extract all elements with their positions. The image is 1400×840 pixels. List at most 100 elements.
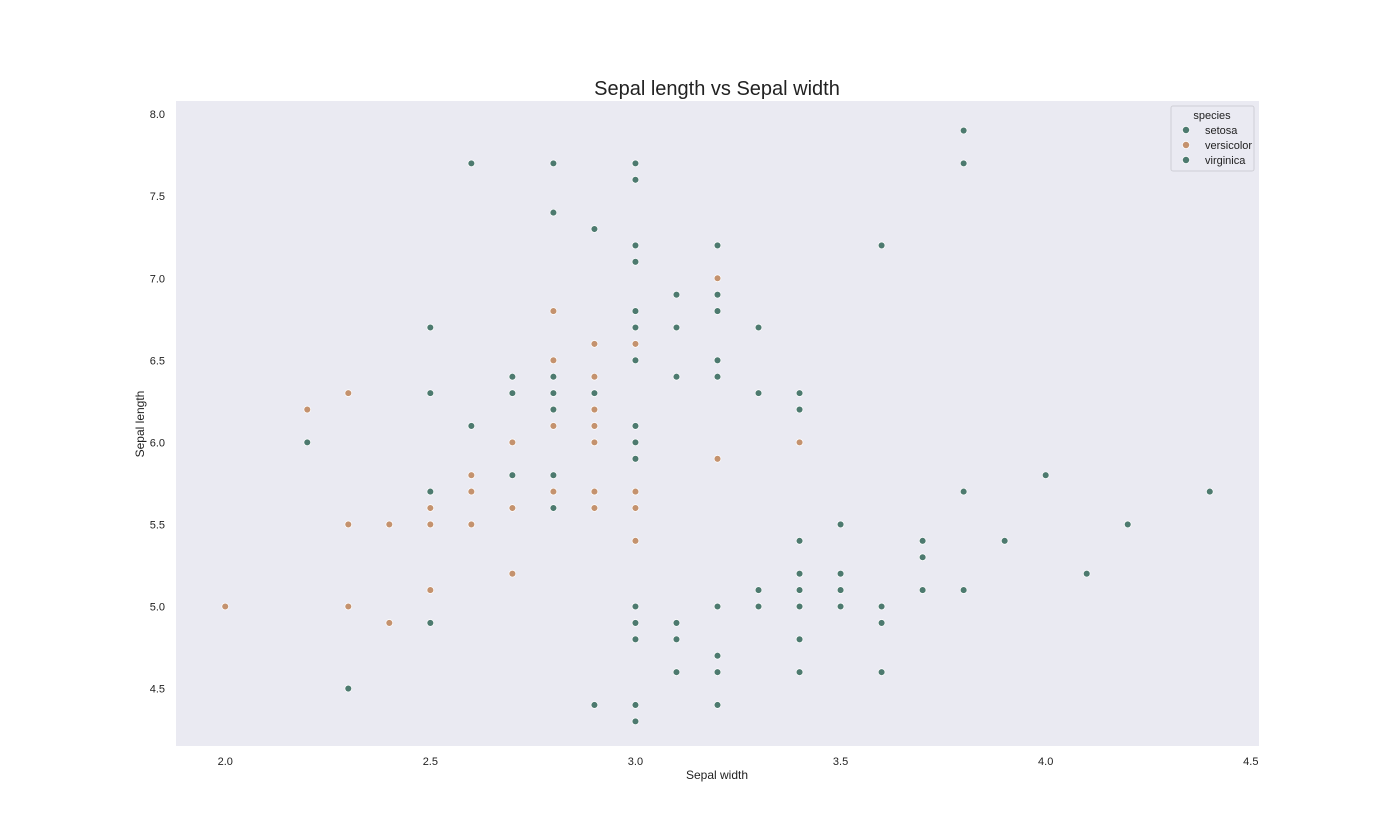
data-point-versicolor: [590, 438, 599, 447]
data-point-setosa: [1123, 520, 1132, 529]
legend-box: [1170, 105, 1255, 172]
data-point-versicolor: [631, 537, 640, 545]
data-point-setosa: [631, 619, 640, 627]
data-point-versicolor: [590, 422, 599, 430]
data-point-virginica: [672, 372, 681, 381]
y-tick-label: 5.0: [150, 601, 165, 613]
legend-marker-setosa: [1182, 126, 1190, 134]
data-point-virginica: [467, 159, 476, 168]
data-point-setosa: [1082, 569, 1091, 578]
data-point-setosa: [1041, 471, 1050, 479]
data-point-versicolor: [590, 340, 599, 348]
data-point-virginica: [713, 290, 722, 299]
data-point-versicolor: [590, 405, 599, 414]
data-point-virginica: [426, 619, 435, 627]
data-point-setosa: [590, 701, 599, 709]
data-point-virginica: [631, 323, 640, 332]
data-point-versicolor: [631, 487, 640, 496]
data-point-virginica: [549, 372, 558, 381]
data-point-virginica: [549, 159, 558, 168]
data-point-setosa: [836, 602, 845, 611]
data-point-setosa: [795, 537, 804, 545]
x-axis-ticks: 2.0 2.5 3.0 3.5 4.0 4.5: [218, 756, 1259, 768]
data-point-versicolor: [549, 487, 558, 496]
data-point-setosa: [918, 553, 927, 562]
data-point-versicolor: [508, 569, 517, 578]
data-point-setosa: [795, 602, 804, 611]
data-point-setosa: [959, 586, 968, 594]
legend-label-setosa: setosa: [1205, 125, 1238, 137]
y-tick-label: 4.5: [150, 684, 165, 696]
data-point-versicolor: [508, 438, 517, 447]
data-point-virginica: [508, 471, 517, 479]
legend-title: species: [1193, 110, 1231, 122]
legend: species setosa versicolor virginica: [1170, 105, 1255, 172]
data-point-versicolor: [631, 504, 640, 512]
data-point-virginica: [303, 438, 312, 447]
data-point-setosa: [795, 586, 804, 594]
data-point-setosa: [877, 602, 886, 611]
data-point-virginica: [631, 422, 640, 430]
y-tick-label: 7.0: [150, 273, 165, 285]
data-point-setosa: [754, 586, 763, 594]
data-point-setosa: [918, 537, 927, 545]
data-point-virginica: [713, 356, 722, 365]
data-point-setosa: [1206, 487, 1214, 496]
data-point-versicolor: [467, 487, 476, 496]
data-point-virginica: [959, 126, 968, 135]
y-tick-label: 6.0: [150, 437, 165, 449]
x-tick-label: 4.0: [1038, 756, 1053, 768]
data-point-virginica: [754, 323, 763, 332]
data-point-setosa: [836, 586, 845, 594]
data-point-setosa: [1000, 537, 1009, 545]
chart-title: Sepal length vs Sepal width: [594, 78, 840, 100]
data-point-virginica: [590, 225, 599, 233]
x-tick-label: 4.5: [1243, 756, 1258, 768]
data-point-virginica: [631, 241, 640, 250]
data-point-versicolor: [303, 405, 312, 414]
data-point-virginica: [549, 389, 558, 397]
data-point-virginica: [631, 176, 640, 184]
data-point-setosa: [672, 668, 681, 676]
data-point-setosa: [959, 487, 968, 496]
data-point-virginica: [508, 389, 517, 397]
data-point-virginica: [426, 389, 435, 397]
data-point-virginica: [631, 258, 640, 266]
data-point-virginica: [549, 208, 558, 217]
data-point-virginica: [590, 389, 599, 397]
data-point-virginica: [672, 290, 681, 299]
data-point-setosa: [631, 717, 640, 726]
plot-area: [176, 101, 1259, 746]
data-point-virginica: [631, 159, 640, 168]
data-point-versicolor: [713, 455, 722, 463]
data-point-setosa: [713, 701, 722, 709]
data-point-setosa: [918, 586, 927, 594]
legend-label-versicolor: versicolor: [1205, 140, 1252, 152]
data-point-virginica: [549, 504, 558, 512]
data-point-virginica: [713, 241, 722, 250]
data-point-versicolor: [549, 307, 558, 315]
data-point-setosa: [344, 684, 353, 693]
legend-marker-versicolor: [1182, 141, 1190, 149]
data-point-versicolor: [385, 520, 394, 529]
legend-entries: setosa versicolor virginica: [1182, 125, 1252, 167]
data-point-versicolor: [344, 602, 353, 611]
data-point-setosa: [713, 602, 722, 611]
y-axis-label: Sepal length: [133, 391, 147, 458]
data-point-versicolor: [426, 504, 435, 512]
data-point-versicolor: [344, 389, 353, 397]
data-point-setosa: [672, 619, 681, 627]
data-points: [221, 126, 1214, 726]
data-point-virginica: [631, 438, 640, 447]
data-point-virginica: [631, 455, 640, 463]
data-point-versicolor: [795, 438, 804, 447]
data-point-versicolor: [221, 602, 229, 611]
data-point-virginica: [959, 159, 968, 168]
data-point-versicolor: [508, 504, 517, 512]
data-point-versicolor: [631, 340, 640, 348]
data-point-setosa: [631, 602, 640, 611]
data-point-setosa: [877, 619, 886, 627]
data-point-versicolor: [426, 520, 435, 529]
